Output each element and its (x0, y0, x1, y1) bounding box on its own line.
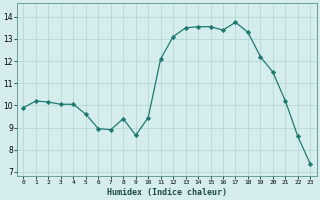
X-axis label: Humidex (Indice chaleur): Humidex (Indice chaleur) (107, 188, 227, 197)
